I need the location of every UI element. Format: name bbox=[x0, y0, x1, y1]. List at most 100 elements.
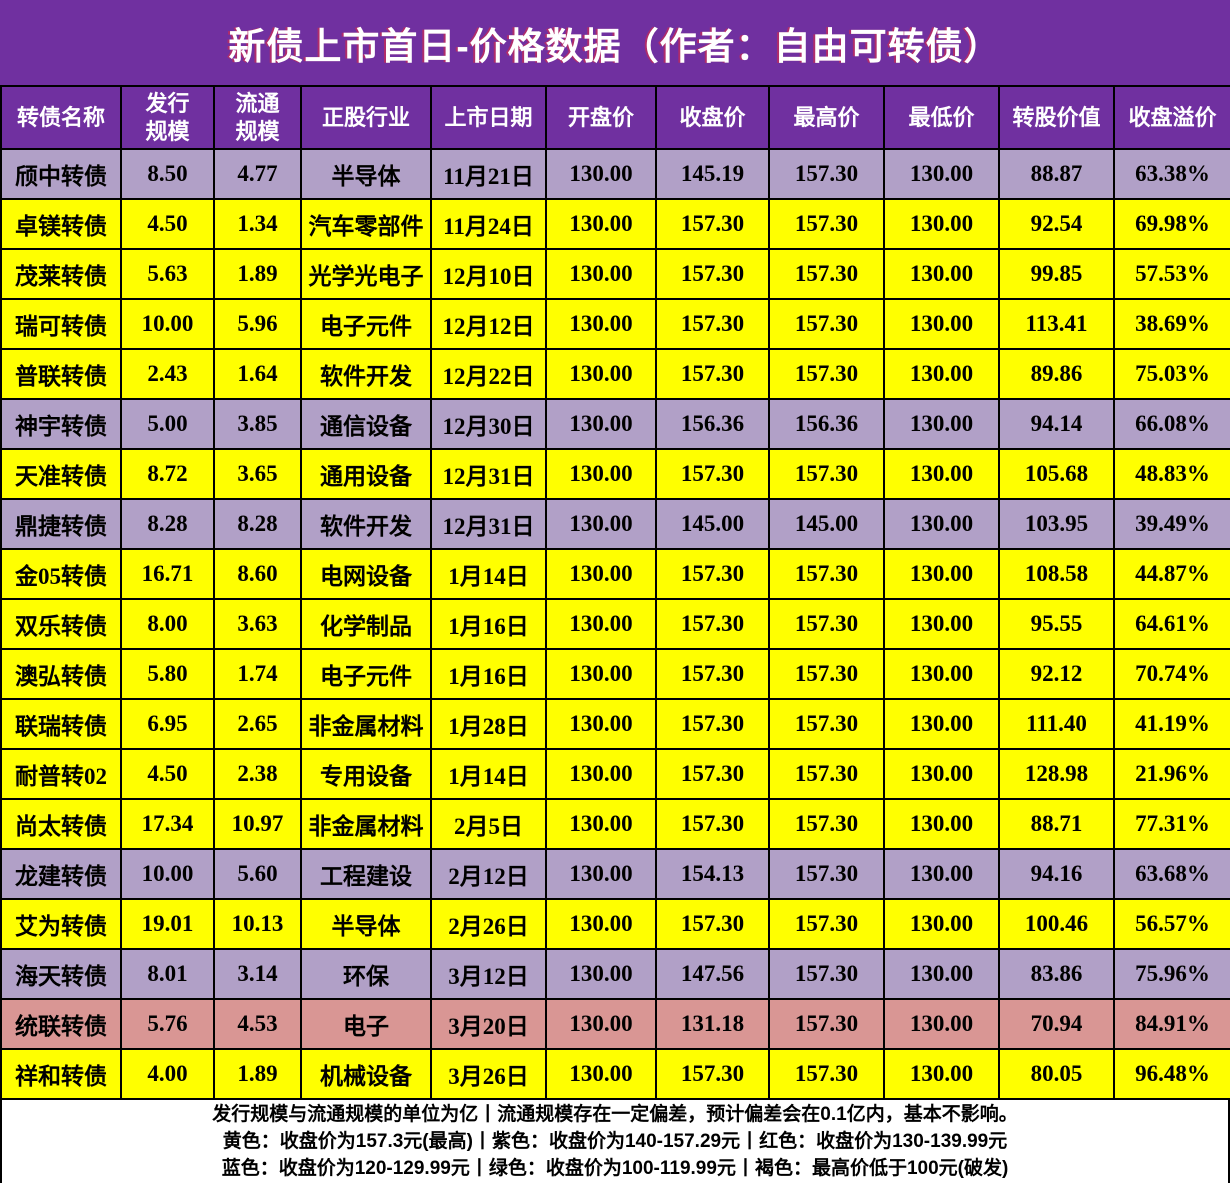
value-cell: 5.80 bbox=[120, 648, 215, 700]
value-cell: 63.38% bbox=[1113, 148, 1230, 200]
value-cell: 128.98 bbox=[998, 748, 1115, 800]
table-row: 瑞可转债 10.00 5.96 电子元件 12月12日 130.00 157.30 157.3… bbox=[0, 298, 1230, 350]
value-cell: 130.00 bbox=[545, 248, 657, 300]
value-cell: 66.08% bbox=[1113, 398, 1230, 450]
value-cell: 16.71 bbox=[120, 548, 215, 600]
value-cell: 131.18 bbox=[655, 998, 770, 1050]
value-cell: 半导体 bbox=[300, 148, 432, 200]
value-cell: 8.50 bbox=[120, 148, 215, 200]
value-cell: 95.55 bbox=[998, 598, 1115, 650]
value-cell: 130.00 bbox=[883, 798, 1000, 850]
value-cell: 41.19% bbox=[1113, 698, 1230, 750]
value-cell: 12月30日 bbox=[430, 398, 547, 450]
value-cell: 130.00 bbox=[545, 748, 657, 800]
value-cell: 8.00 bbox=[120, 598, 215, 650]
value-cell: 8.28 bbox=[213, 498, 302, 550]
value-cell: 1.74 bbox=[213, 648, 302, 700]
value-cell: 电子元件 bbox=[300, 648, 432, 700]
value-cell: 8.01 bbox=[120, 948, 215, 1000]
value-cell: 157.30 bbox=[768, 148, 885, 200]
value-cell: 157.30 bbox=[768, 548, 885, 600]
value-cell: 157.30 bbox=[768, 898, 885, 950]
value-cell: 157.30 bbox=[768, 948, 885, 1000]
value-cell: 11月24日 bbox=[430, 198, 547, 250]
value-cell: 5.60 bbox=[213, 848, 302, 900]
bond-price-table: 转债名称 发行 规模 流通 规模 正股行业 上市日期 开盘价 收盘价 最高价 最低价 转股价值 收盘… bbox=[0, 85, 1230, 1100]
table-row: 神宇转债 5.00 3.85 通信设备 12月30日 130.00 156.36 156.36… bbox=[0, 398, 1230, 450]
value-cell: 130.00 bbox=[545, 998, 657, 1050]
value-cell: 专用设备 bbox=[300, 748, 432, 800]
value-cell: 3.14 bbox=[213, 948, 302, 1000]
value-cell: 1.89 bbox=[213, 248, 302, 300]
value-cell: 96.48% bbox=[1113, 1048, 1230, 1100]
value-cell: 130.00 bbox=[545, 298, 657, 350]
value-cell: 157.30 bbox=[655, 298, 770, 350]
value-cell: 汽车零部件 bbox=[300, 198, 432, 250]
table-row: 联瑞转债 6.95 2.65 非金属材料 1月28日 130.00 157.30 157.30… bbox=[0, 698, 1230, 750]
value-cell: 157.30 bbox=[655, 1048, 770, 1100]
table-row: 龙建转债 10.00 5.60 工程建设 2月12日 130.00 154.13 157.30… bbox=[0, 848, 1230, 900]
value-cell: 157.30 bbox=[655, 798, 770, 850]
value-cell: 157.30 bbox=[768, 298, 885, 350]
value-cell: 130.00 bbox=[883, 648, 1000, 700]
table-row: 颀中转债 8.50 4.77 半导体 11月21日 130.00 145.19 157.30 1… bbox=[0, 148, 1230, 200]
value-cell: 39.49% bbox=[1113, 498, 1230, 550]
column-header-0: 转债名称 bbox=[0, 85, 122, 150]
value-cell: 83.86 bbox=[998, 948, 1115, 1000]
value-cell: 19.01 bbox=[120, 898, 215, 950]
value-cell: 4.50 bbox=[120, 748, 215, 800]
value-cell: 12月31日 bbox=[430, 448, 547, 500]
value-cell: 130.00 bbox=[545, 148, 657, 200]
table-row: 天准转债 8.72 3.65 通用设备 12月31日 130.00 157.30 157.30… bbox=[0, 448, 1230, 500]
page-title: 新债上市首日-价格数据（作者：自由可转债） bbox=[0, 0, 1230, 85]
column-header-3: 正股行业 bbox=[300, 85, 432, 150]
bond-name-cell: 双乐转债 bbox=[0, 598, 122, 650]
value-cell: 1月28日 bbox=[430, 698, 547, 750]
bond-name-cell: 海天转债 bbox=[0, 948, 122, 1000]
value-cell: 157.30 bbox=[768, 448, 885, 500]
value-cell: 130.00 bbox=[883, 248, 1000, 300]
value-cell: 157.30 bbox=[768, 598, 885, 650]
value-cell: 2.38 bbox=[213, 748, 302, 800]
value-cell: 145.00 bbox=[655, 498, 770, 550]
value-cell: 157.30 bbox=[768, 648, 885, 700]
column-header-10: 收盘溢价 bbox=[1113, 85, 1230, 150]
value-cell: 10.00 bbox=[120, 298, 215, 350]
value-cell: 130.00 bbox=[883, 898, 1000, 950]
bond-name-cell: 耐普转02 bbox=[0, 748, 122, 800]
value-cell: 2.43 bbox=[120, 348, 215, 400]
value-cell: 157.30 bbox=[768, 798, 885, 850]
value-cell: 99.85 bbox=[998, 248, 1115, 300]
value-cell: 3.63 bbox=[213, 598, 302, 650]
value-cell: 12月22日 bbox=[430, 348, 547, 400]
value-cell: 105.68 bbox=[998, 448, 1115, 500]
value-cell: 1月14日 bbox=[430, 548, 547, 600]
value-cell: 130.00 bbox=[545, 448, 657, 500]
value-cell: 12月31日 bbox=[430, 498, 547, 550]
value-cell: 157.30 bbox=[768, 998, 885, 1050]
value-cell: 84.91% bbox=[1113, 998, 1230, 1050]
bond-name-cell: 瑞可转债 bbox=[0, 298, 122, 350]
value-cell: 157.30 bbox=[768, 348, 885, 400]
value-cell: 8.28 bbox=[120, 498, 215, 550]
value-cell: 21.96% bbox=[1113, 748, 1230, 800]
value-cell: 电子元件 bbox=[300, 298, 432, 350]
value-cell: 100.46 bbox=[998, 898, 1115, 950]
value-cell: 130.00 bbox=[883, 1048, 1000, 1100]
value-cell: 157.30 bbox=[768, 698, 885, 750]
value-cell: 130.00 bbox=[545, 198, 657, 250]
value-cell: 130.00 bbox=[883, 498, 1000, 550]
value-cell: 130.00 bbox=[883, 348, 1000, 400]
value-cell: 1.34 bbox=[213, 198, 302, 250]
value-cell: 157.30 bbox=[655, 748, 770, 800]
column-header-2: 流通 规模 bbox=[213, 85, 302, 150]
value-cell: 机械设备 bbox=[300, 1048, 432, 1100]
value-cell: 111.40 bbox=[998, 698, 1115, 750]
value-cell: 17.34 bbox=[120, 798, 215, 850]
value-cell: 77.31% bbox=[1113, 798, 1230, 850]
value-cell: 非金属材料 bbox=[300, 698, 432, 750]
value-cell: 环保 bbox=[300, 948, 432, 1000]
value-cell: 56.57% bbox=[1113, 898, 1230, 950]
value-cell: 130.00 bbox=[545, 948, 657, 1000]
value-cell: 157.30 bbox=[655, 598, 770, 650]
